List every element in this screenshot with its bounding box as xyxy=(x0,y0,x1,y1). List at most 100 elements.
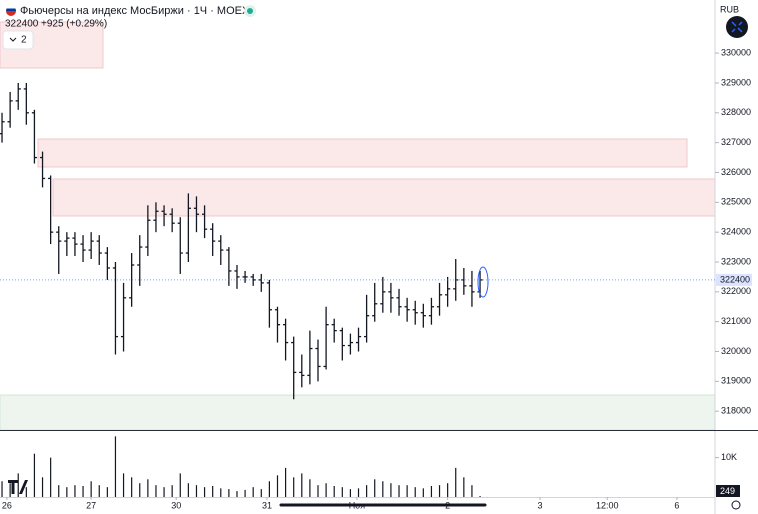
ohlc-bar xyxy=(64,232,70,257)
ohlc-bar xyxy=(339,327,345,361)
ohlc-bar xyxy=(355,327,362,352)
ohlc-bar xyxy=(210,223,216,257)
ohlc-bar xyxy=(307,330,313,385)
y-tick-label: 328000 xyxy=(721,107,751,117)
ohlc-bar xyxy=(201,205,208,239)
ohlc-bar xyxy=(396,288,402,316)
ohlc-bar xyxy=(380,276,386,313)
ohlc-bar xyxy=(96,235,102,265)
zone-rect[interactable] xyxy=(0,394,716,431)
ohlc-bar xyxy=(412,300,418,325)
y-tick-label: 330000 xyxy=(721,47,751,57)
x-tick-label: 12:00 xyxy=(596,500,619,510)
ohlc-bar xyxy=(364,294,370,343)
ohlc-bar xyxy=(39,151,46,188)
ohlc-bar xyxy=(218,235,224,265)
zone-rect[interactable] xyxy=(37,138,688,168)
ohlc-bar xyxy=(445,276,451,307)
last-price-bg xyxy=(716,273,752,286)
ohlc-bar xyxy=(129,253,135,307)
volume-last-bg xyxy=(716,485,740,497)
flag-icon xyxy=(6,5,16,9)
y-tick-label: 324000 xyxy=(721,227,751,237)
y-tick-label: 319000 xyxy=(721,376,751,386)
ohlc-bar xyxy=(388,282,394,313)
y-tick-label: 326000 xyxy=(721,167,751,177)
ohlc-bar xyxy=(161,205,167,227)
scale-button[interactable] xyxy=(726,16,748,38)
ohlc-bar xyxy=(56,226,62,274)
drawn-ellipse[interactable] xyxy=(477,266,489,298)
ohlc-bar xyxy=(323,306,329,370)
ohlc-bar xyxy=(169,208,175,233)
ohlc-bar xyxy=(88,232,94,260)
plot xyxy=(0,82,483,497)
ohlc-bar xyxy=(7,91,13,128)
y-tick-label: 322000 xyxy=(721,286,751,296)
ohlc-bar xyxy=(153,202,159,233)
chevron-icon xyxy=(9,37,17,42)
x-tick-label: 30 xyxy=(171,500,181,510)
ohlc-bar xyxy=(185,193,191,262)
y-tick-label: 327000 xyxy=(721,137,751,147)
volume-tick-label: 10K xyxy=(721,452,737,462)
ohlc-bar xyxy=(266,279,272,328)
ohlc-bar xyxy=(274,306,281,343)
ohlc-bar xyxy=(234,264,240,289)
scale-icon xyxy=(731,21,743,33)
x-tick-label: 27 xyxy=(86,500,96,510)
y-tick-label: 329000 xyxy=(721,77,751,87)
ohlc-bar xyxy=(299,354,305,388)
last-price: 322400 xyxy=(5,19,39,30)
ohlc-bar xyxy=(428,297,435,325)
x-tick-label: 31 xyxy=(262,500,272,510)
x-tick-label: Ноя xyxy=(349,500,366,510)
settings-icon[interactable] xyxy=(731,500,741,510)
ohlc-bar xyxy=(23,82,29,125)
y-tick-label: 323000 xyxy=(721,256,751,266)
x-tick-label: 26 xyxy=(2,500,12,510)
volume-last-label: 249 xyxy=(720,486,735,496)
ohlc-bar xyxy=(72,232,78,257)
x-tick-label: 6 xyxy=(674,500,679,510)
ohlc-bar xyxy=(104,247,110,280)
ohlc-bar xyxy=(80,235,86,262)
ohlc-bar xyxy=(347,333,354,355)
ohlc-bar xyxy=(420,303,426,328)
x-tick-label: 3 xyxy=(537,500,542,510)
collapse-button[interactable] xyxy=(2,30,34,50)
y-tick-label: 320000 xyxy=(721,346,751,356)
ohlc-bar xyxy=(0,112,5,143)
currency-bg xyxy=(716,0,758,20)
ohlc-bar xyxy=(404,297,410,322)
y-tick-label: 321000 xyxy=(721,316,751,326)
ohlc-bar xyxy=(258,273,264,292)
ohlc-bar xyxy=(331,318,337,343)
ohlc-bar xyxy=(31,109,38,164)
ohlc-bar xyxy=(469,270,475,307)
y-tick-label: 318000 xyxy=(721,406,751,416)
zone-rect[interactable] xyxy=(52,178,716,217)
currency-label[interactable]: RUB xyxy=(720,4,739,14)
ohlc-bar xyxy=(315,339,321,382)
price-change: +925 (+0.29%) xyxy=(41,19,107,30)
logo xyxy=(8,480,28,494)
ohlc-bar xyxy=(291,336,297,400)
ohlc-bar xyxy=(145,205,151,257)
ohlc-bar xyxy=(436,282,443,316)
last-price-label: 322400 xyxy=(720,274,750,284)
chart-title: Фьючерсы на индекс МосБиржи · 1Ч · MOEX xyxy=(20,5,250,17)
ohlc-bar xyxy=(137,235,143,286)
ohlc-bar xyxy=(15,82,21,110)
ohlc-bar xyxy=(193,196,200,233)
ohlc-bar xyxy=(177,217,183,274)
ohlc-bar xyxy=(242,270,248,283)
ohlc-bar xyxy=(283,318,289,361)
status-dot xyxy=(247,8,253,14)
ohlc-bar xyxy=(112,261,119,355)
ohlc-bar xyxy=(48,175,54,245)
ohlc-bar xyxy=(120,282,127,352)
x-tick-label: 2 xyxy=(445,500,450,510)
